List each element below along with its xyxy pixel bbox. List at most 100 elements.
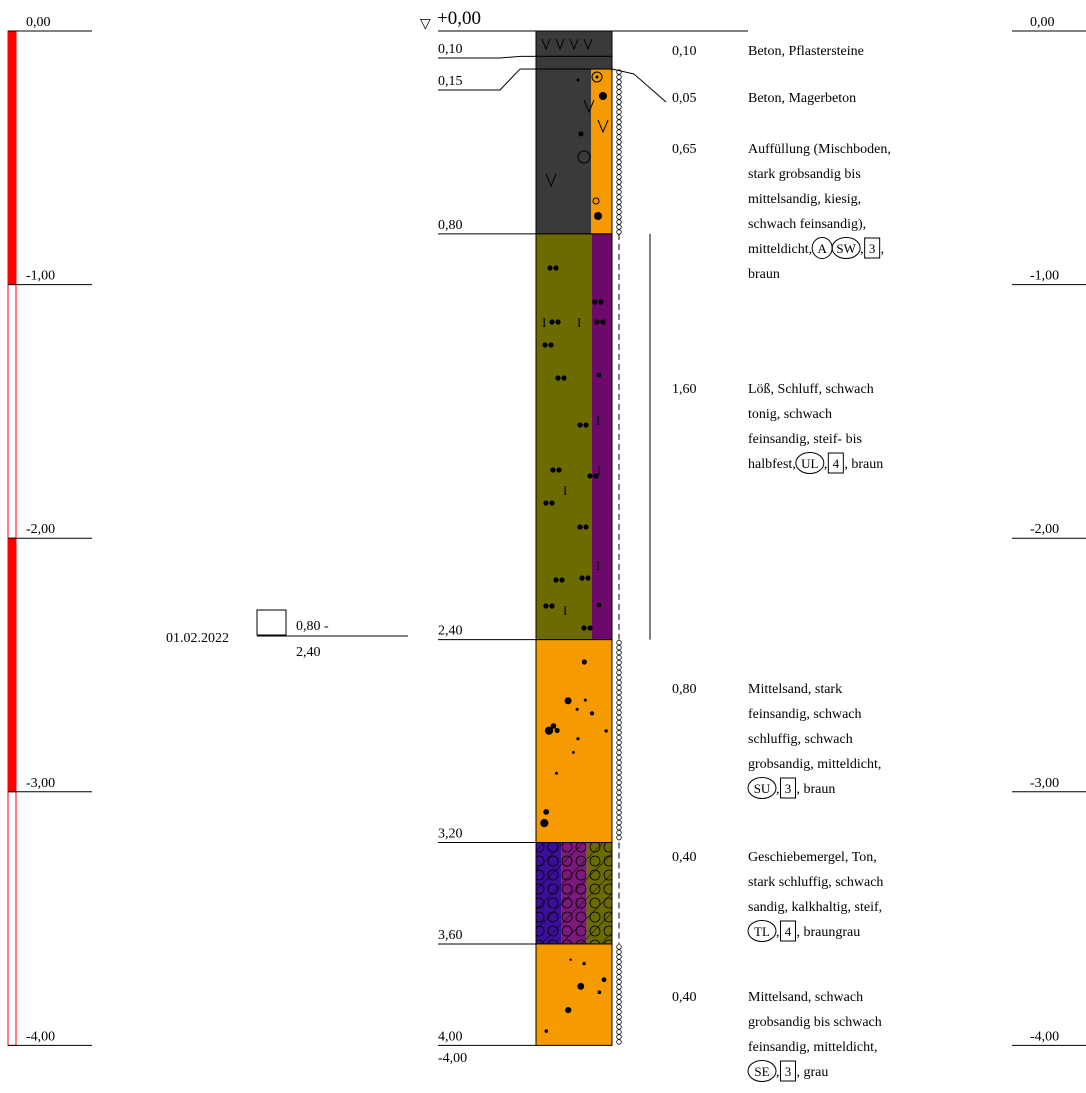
loess-dot xyxy=(549,500,555,506)
loess-dot xyxy=(555,375,561,381)
loess-dot xyxy=(553,577,559,583)
description-text: , xyxy=(860,242,864,257)
loess-dot xyxy=(555,319,561,325)
loess-dot xyxy=(593,473,599,479)
casing-filter-ring xyxy=(616,689,622,696)
description-text: feinsandig, steif- bis xyxy=(748,432,862,447)
casing-filter-ring xyxy=(616,1029,622,1035)
casing-filter-ring xyxy=(616,84,622,90)
fill-v-mark xyxy=(597,119,609,134)
casing-filter-ring xyxy=(616,229,622,235)
fill-circle xyxy=(592,197,600,205)
layer-thickness: 0,40 xyxy=(672,990,697,1005)
description-text: Auffüllung (Mischboden, xyxy=(748,142,891,157)
soil-group-circle xyxy=(747,920,777,942)
description-text: Beton, Pflastersteine xyxy=(748,44,864,59)
layer-thickness: 0,40 xyxy=(672,850,697,865)
casing-filter-ring xyxy=(616,219,622,225)
fill-dot xyxy=(595,75,599,79)
loess-dot xyxy=(556,467,562,473)
left-tick-label: -3,00 xyxy=(26,776,55,791)
sand-dot xyxy=(575,707,579,711)
loess-dot xyxy=(543,500,549,506)
casing-filter-ring xyxy=(616,949,622,955)
casing-filter-ring xyxy=(616,74,622,80)
sand-dot xyxy=(601,977,607,983)
casing-pipe xyxy=(616,69,622,1045)
soil-group-code: TL xyxy=(754,924,770,939)
soil-group-code: A xyxy=(817,241,827,256)
loess-dot xyxy=(598,299,604,305)
casing-filter-ring xyxy=(616,824,622,831)
sample-range-bottom: 2,40 xyxy=(296,645,321,660)
loess-dot xyxy=(587,473,593,479)
casing-filter-ring xyxy=(616,804,622,811)
sample-date: 01.02.2022 xyxy=(166,631,229,646)
description-text: feinsandig, mitteldicht, xyxy=(748,1040,877,1055)
description-text: halbfest, xyxy=(748,457,796,472)
loess-dot xyxy=(596,372,602,378)
description-text: , xyxy=(776,782,780,797)
casing-filter-ring xyxy=(616,1039,622,1045)
description-text: mittelsandig, kiesig, xyxy=(748,192,861,207)
loess-dot xyxy=(583,422,589,428)
loess-dot xyxy=(579,575,585,581)
description-text: Beton, Magerbeton xyxy=(748,91,856,106)
casing-filter-ring xyxy=(616,159,622,165)
fill-dot xyxy=(576,78,580,82)
casing-filter-ring xyxy=(616,834,622,841)
loess-i-mark: I xyxy=(542,315,546,330)
description-text: , braun xyxy=(844,457,883,472)
description-text: stark grobsandig bis xyxy=(748,167,861,182)
casing-filter-ring xyxy=(616,679,622,686)
casing-filter-ring xyxy=(616,754,622,761)
left-tick-label: -1,00 xyxy=(26,269,55,284)
casing-filter-ring xyxy=(616,144,622,150)
loess-i-mark: I xyxy=(597,463,601,478)
casing-filter-ring xyxy=(616,694,622,701)
casing-filter-ring xyxy=(616,784,622,791)
sand-dot xyxy=(583,698,587,702)
soil-class-box xyxy=(827,452,844,474)
description-text: grobsandig, mitteldicht, xyxy=(748,757,881,772)
sand-dot xyxy=(582,961,586,966)
layer-fill-side xyxy=(591,69,612,234)
casing-filter-ring xyxy=(616,139,622,145)
casing-filter-ring xyxy=(616,774,622,781)
casing-filter-ring xyxy=(616,1009,622,1015)
sand-dot xyxy=(589,711,595,716)
fill-v-mark xyxy=(545,173,557,188)
casing-filter-ring xyxy=(616,659,622,666)
description-text: , xyxy=(776,925,780,940)
casing-filter-ring xyxy=(616,1024,622,1030)
soil-group-code: SE xyxy=(754,1064,769,1079)
casing-filter-ring xyxy=(616,744,622,751)
soil-class-box xyxy=(864,237,881,259)
casing-filter-ring xyxy=(616,94,622,100)
casing-filter-ring xyxy=(616,209,622,215)
casing-filter-ring xyxy=(616,829,622,836)
loess-dot xyxy=(587,625,593,631)
casing-filter-ring xyxy=(616,654,622,661)
description-text: mitteldicht, xyxy=(748,242,812,257)
layer-pattern-marks: I I I I I I I xyxy=(540,38,609,1033)
casing-filter-ring xyxy=(616,149,622,155)
right-depth-scale: 0,00 -1,00 -2,00 -3,00 -4,00 xyxy=(1012,15,1086,1046)
layer-thickness: 0,10 xyxy=(672,44,697,59)
casing-filter-ring xyxy=(616,1004,622,1010)
casing-filter-ring xyxy=(616,814,622,821)
casing-filter-ring xyxy=(616,179,622,185)
soil-group-code: UL xyxy=(801,456,818,471)
description-text: schwach feinsandig), xyxy=(748,217,866,232)
casing-filter-ring xyxy=(616,719,622,726)
casing-filter-ring xyxy=(616,164,622,170)
casing-filter-ring xyxy=(616,954,622,960)
fill-v-mark xyxy=(583,99,595,114)
final-depth-label: -4,00 xyxy=(438,1051,467,1066)
layer-fill xyxy=(536,639,612,843)
casing-filter-ring xyxy=(616,974,622,980)
casing-filter-ring xyxy=(616,969,622,975)
soil-class-code: 3 xyxy=(785,1064,792,1079)
description-leader xyxy=(611,68,635,75)
casing-filter-ring xyxy=(616,639,622,646)
